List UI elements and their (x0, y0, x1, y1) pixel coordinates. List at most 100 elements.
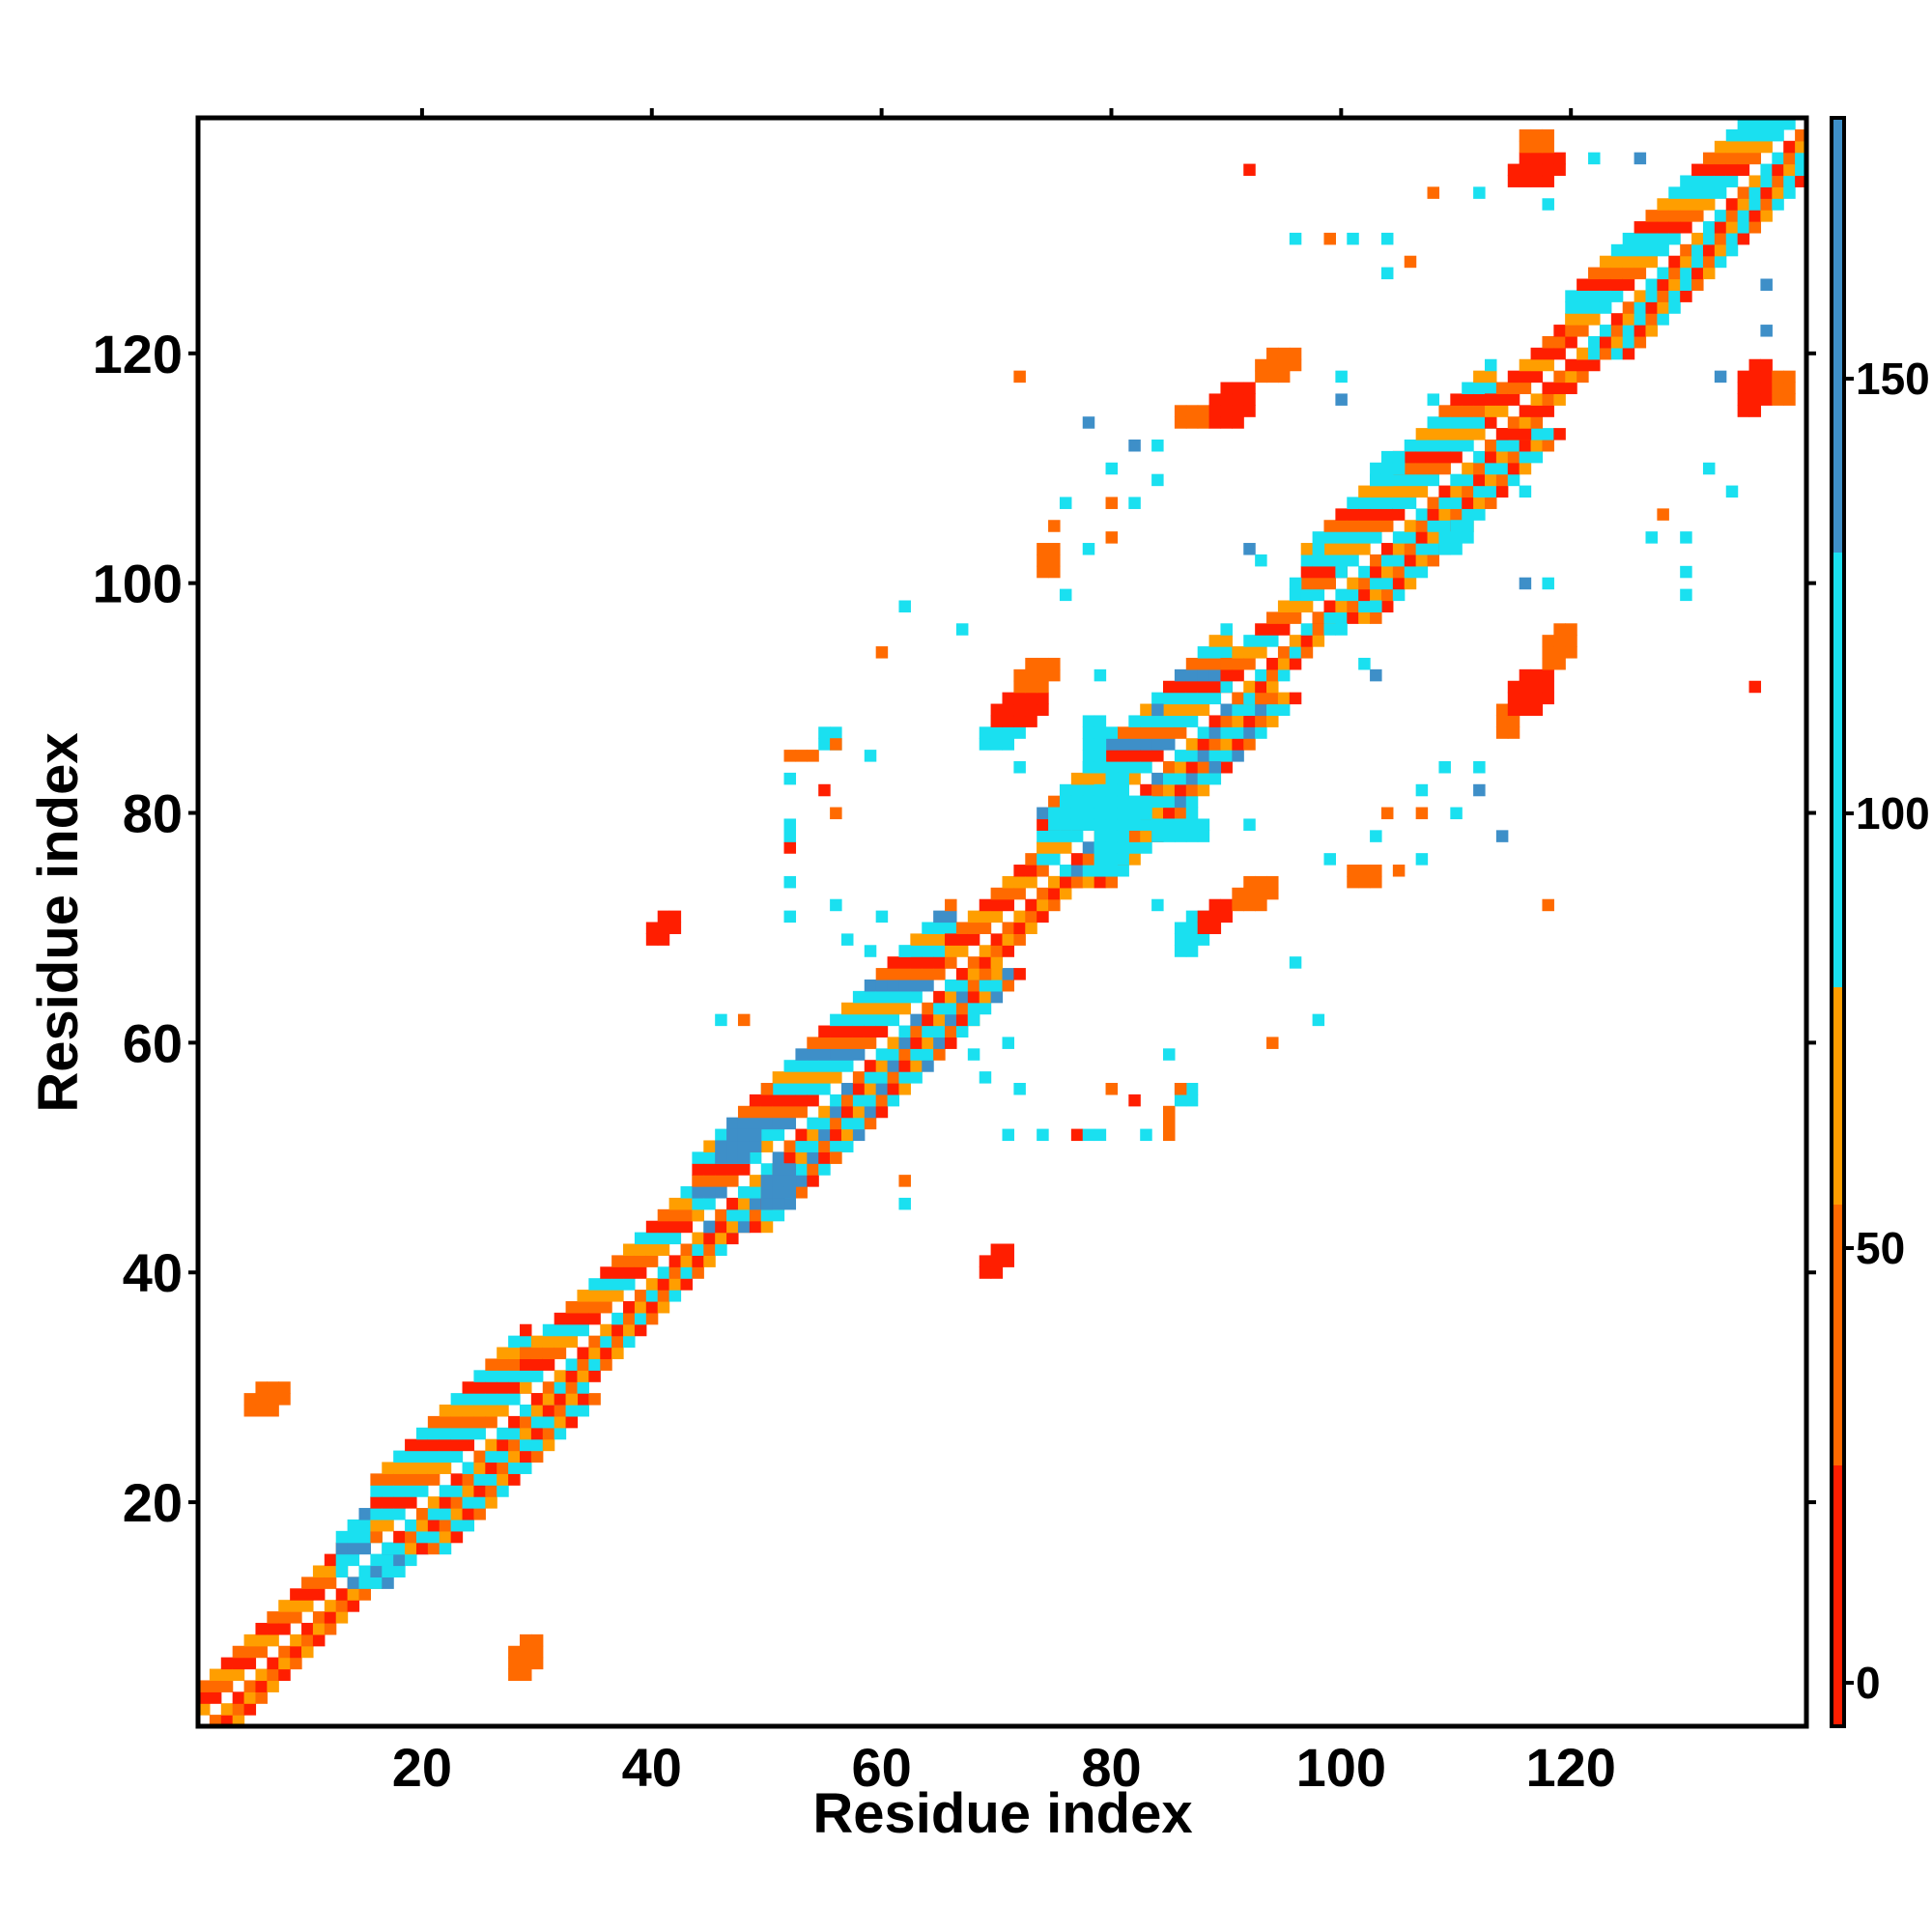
heatmap-cell (1392, 485, 1406, 498)
heatmap-cell (657, 1266, 670, 1279)
heatmap-cell (726, 1208, 739, 1222)
heatmap-cell (737, 1197, 751, 1210)
heatmap-cell (278, 1622, 291, 1635)
heatmap-cell (1599, 325, 1612, 337)
heatmap-cell (795, 1163, 808, 1176)
heatmap-cell (668, 1255, 682, 1267)
heatmap-cell (1151, 783, 1164, 797)
heatmap-cell (645, 1312, 659, 1325)
heatmap-cell (1335, 600, 1348, 612)
heatmap-cell (1495, 485, 1509, 498)
heatmap-cell (255, 1680, 268, 1692)
heatmap-cell (1117, 795, 1129, 809)
y-tick-label: 120 (93, 324, 183, 384)
heatmap-cell (1208, 668, 1222, 682)
heatmap-cell (1645, 221, 1658, 234)
heatmap-cell (1588, 313, 1601, 326)
heatmap-cell (530, 1393, 544, 1406)
heatmap-cell (1427, 428, 1440, 440)
heatmap-cell (1370, 497, 1382, 509)
colorbar-band (1832, 987, 1844, 1205)
heatmap-cell (1037, 703, 1049, 717)
heatmap-cell (1657, 243, 1669, 257)
heatmap-cell (783, 830, 797, 842)
heatmap-cell (898, 1071, 911, 1084)
heatmap-cell (852, 1025, 866, 1038)
heatmap-cell (760, 1186, 774, 1199)
heatmap-cell (1553, 635, 1566, 647)
heatmap-cell (1255, 898, 1267, 912)
heatmap-cell (1507, 450, 1520, 464)
heatmap-cell (1358, 497, 1371, 509)
heatmap-cell (1427, 554, 1440, 567)
heatmap-cell (1668, 221, 1681, 234)
heatmap-cell (1702, 221, 1716, 234)
heatmap-cell (1185, 795, 1199, 809)
heatmap-cell (508, 1347, 521, 1360)
heatmap-cell (1289, 588, 1302, 602)
heatmap-cell (726, 1117, 739, 1130)
heatmap-cell (818, 1048, 831, 1061)
heatmap-cell (645, 1278, 659, 1291)
heatmap-cell (818, 1060, 831, 1072)
heatmap-cell (1048, 795, 1061, 809)
heatmap-cell (1208, 750, 1222, 762)
heatmap-cell (1070, 772, 1084, 785)
heatmap-cell (852, 1128, 866, 1142)
heatmap-cell (1220, 761, 1233, 774)
heatmap-cell (955, 922, 969, 934)
heatmap-cell (1358, 875, 1371, 889)
heatmap-cell (1300, 635, 1314, 647)
heatmap-cell (933, 1037, 946, 1049)
heatmap-cell (1714, 140, 1727, 154)
heatmap-cell (565, 1381, 579, 1394)
heatmap-cell (715, 1151, 727, 1164)
heatmap-cell (554, 1381, 567, 1394)
heatmap-cell (1255, 680, 1267, 694)
heatmap-cell (485, 1415, 497, 1429)
heatmap-cell (1725, 221, 1739, 234)
heatmap-cell (807, 1071, 819, 1084)
heatmap-cell (1519, 485, 1532, 498)
heatmap-cell (1323, 623, 1336, 636)
heatmap-cell (198, 1703, 211, 1716)
heatmap-cell (715, 1243, 727, 1256)
heatmap-cell (1553, 393, 1566, 406)
heatmap-cell (1565, 335, 1577, 349)
heatmap-cell (1048, 668, 1061, 682)
heatmap-cell (1577, 325, 1589, 337)
heatmap-cell (1588, 267, 1601, 280)
heatmap-cell (439, 1485, 452, 1497)
heatmap-cell (1404, 577, 1417, 590)
heatmap-cell (1553, 325, 1566, 337)
heatmap-cell (1232, 726, 1244, 739)
heatmap-cell (1128, 761, 1141, 774)
heatmap-cell (657, 1278, 670, 1291)
heatmap-cell (255, 1668, 268, 1682)
heatmap-cell (910, 968, 923, 980)
heatmap-cell (1599, 347, 1612, 360)
heatmap-cell (1485, 416, 1497, 429)
heatmap-cell (450, 1415, 464, 1429)
heatmap-cell (1404, 485, 1417, 498)
heatmap-cell (588, 1312, 601, 1325)
heatmap-cell (1289, 347, 1302, 360)
heatmap-cell (530, 1645, 544, 1659)
heatmap-cell (405, 1450, 417, 1463)
heatmap-cell (1094, 761, 1107, 774)
heatmap-cell (1358, 508, 1371, 521)
heatmap-cell (1795, 163, 1807, 177)
x-axis-ticks: 20 40 60 80 100 120 (392, 108, 1616, 1798)
heatmap-cell (1610, 255, 1624, 269)
heatmap-cell (1266, 347, 1279, 360)
heatmap-cell (1760, 186, 1773, 199)
heatmap-cell (497, 1427, 509, 1440)
heatmap-cell (668, 1290, 682, 1302)
heatmap-cell (1266, 668, 1279, 682)
heatmap-cell (715, 1013, 727, 1027)
heatmap-cell (1163, 715, 1176, 727)
heatmap-cell (542, 1415, 555, 1429)
heatmap-cell (623, 1266, 636, 1279)
heatmap-cell (485, 1370, 497, 1382)
heatmap-cell (335, 1611, 349, 1624)
